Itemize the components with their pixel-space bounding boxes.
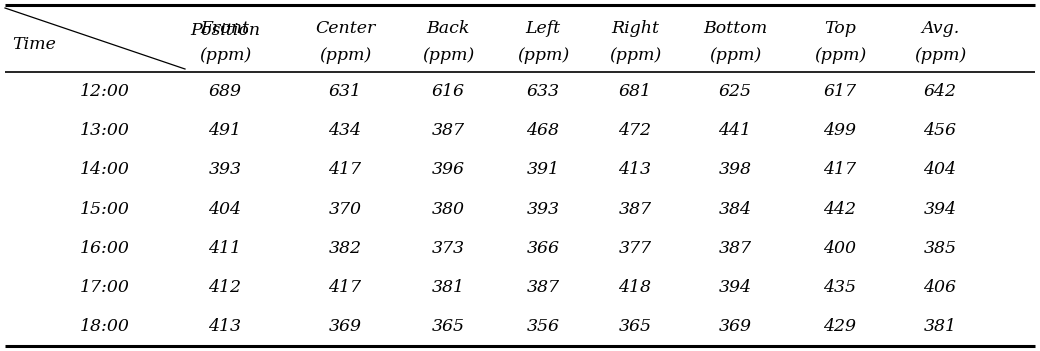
- Text: 382: 382: [329, 240, 362, 257]
- Text: 434: 434: [329, 122, 362, 139]
- Text: (ppm): (ppm): [914, 47, 966, 64]
- Text: 417: 417: [329, 279, 362, 296]
- Text: 370: 370: [329, 200, 362, 218]
- Text: 13:00: 13:00: [80, 122, 130, 139]
- Text: Front: Front: [201, 20, 250, 37]
- Text: Right: Right: [612, 20, 659, 37]
- Text: 394: 394: [719, 279, 752, 296]
- Text: Position: Position: [190, 22, 260, 39]
- Text: 417: 417: [329, 161, 362, 178]
- Text: 387: 387: [719, 240, 752, 257]
- Text: 387: 387: [526, 279, 560, 296]
- Text: Bottom: Bottom: [703, 20, 768, 37]
- Text: Center: Center: [315, 20, 375, 37]
- Text: 17:00: 17:00: [80, 279, 130, 296]
- Text: (ppm): (ppm): [814, 47, 866, 64]
- Text: 633: 633: [526, 83, 560, 100]
- Text: 472: 472: [619, 122, 651, 139]
- Text: 413: 413: [619, 161, 651, 178]
- Text: 366: 366: [526, 240, 560, 257]
- Text: 681: 681: [619, 83, 651, 100]
- Text: (ppm): (ppm): [199, 47, 251, 64]
- Text: 387: 387: [432, 122, 465, 139]
- Text: 689: 689: [208, 83, 241, 100]
- Text: 377: 377: [619, 240, 651, 257]
- Text: 429: 429: [824, 318, 857, 335]
- Text: 631: 631: [329, 83, 362, 100]
- Text: 16:00: 16:00: [80, 240, 130, 257]
- Text: 384: 384: [719, 200, 752, 218]
- Text: 413: 413: [208, 318, 241, 335]
- Text: 456: 456: [924, 122, 957, 139]
- Text: Back: Back: [426, 20, 470, 37]
- Text: 12:00: 12:00: [80, 83, 130, 100]
- Text: 18:00: 18:00: [80, 318, 130, 335]
- Text: 380: 380: [432, 200, 465, 218]
- Text: 356: 356: [526, 318, 560, 335]
- Text: 369: 369: [329, 318, 362, 335]
- Text: 385: 385: [924, 240, 957, 257]
- Text: (ppm): (ppm): [422, 47, 474, 64]
- Text: 491: 491: [208, 122, 241, 139]
- Text: 435: 435: [824, 279, 857, 296]
- Text: 400: 400: [824, 240, 857, 257]
- Text: 617: 617: [824, 83, 857, 100]
- Text: 393: 393: [526, 200, 560, 218]
- Text: 369: 369: [719, 318, 752, 335]
- Text: 365: 365: [619, 318, 651, 335]
- Text: 616: 616: [432, 83, 465, 100]
- Text: 442: 442: [824, 200, 857, 218]
- Text: (ppm): (ppm): [709, 47, 761, 64]
- Text: Time: Time: [12, 36, 56, 53]
- Text: 381: 381: [432, 279, 465, 296]
- Text: 499: 499: [824, 122, 857, 139]
- Text: 393: 393: [208, 161, 241, 178]
- Text: 404: 404: [924, 161, 957, 178]
- Text: 441: 441: [719, 122, 752, 139]
- Text: 411: 411: [208, 240, 241, 257]
- Text: (ppm): (ppm): [517, 47, 569, 64]
- Text: Top: Top: [824, 20, 856, 37]
- Text: (ppm): (ppm): [319, 47, 371, 64]
- Text: 394: 394: [924, 200, 957, 218]
- Text: 381: 381: [924, 318, 957, 335]
- Text: 642: 642: [924, 83, 957, 100]
- Text: Avg.: Avg.: [920, 20, 959, 37]
- Text: 391: 391: [526, 161, 560, 178]
- Text: 406: 406: [924, 279, 957, 296]
- Text: 387: 387: [619, 200, 651, 218]
- Text: 404: 404: [208, 200, 241, 218]
- Text: 468: 468: [526, 122, 560, 139]
- Text: 373: 373: [432, 240, 465, 257]
- Text: 14:00: 14:00: [80, 161, 130, 178]
- Text: 417: 417: [824, 161, 857, 178]
- Text: 625: 625: [719, 83, 752, 100]
- Text: (ppm): (ppm): [608, 47, 661, 64]
- Text: 418: 418: [619, 279, 651, 296]
- Text: Left: Left: [525, 20, 561, 37]
- Text: 398: 398: [719, 161, 752, 178]
- Text: 412: 412: [208, 279, 241, 296]
- Text: 15:00: 15:00: [80, 200, 130, 218]
- Text: 396: 396: [432, 161, 465, 178]
- Text: 365: 365: [432, 318, 465, 335]
